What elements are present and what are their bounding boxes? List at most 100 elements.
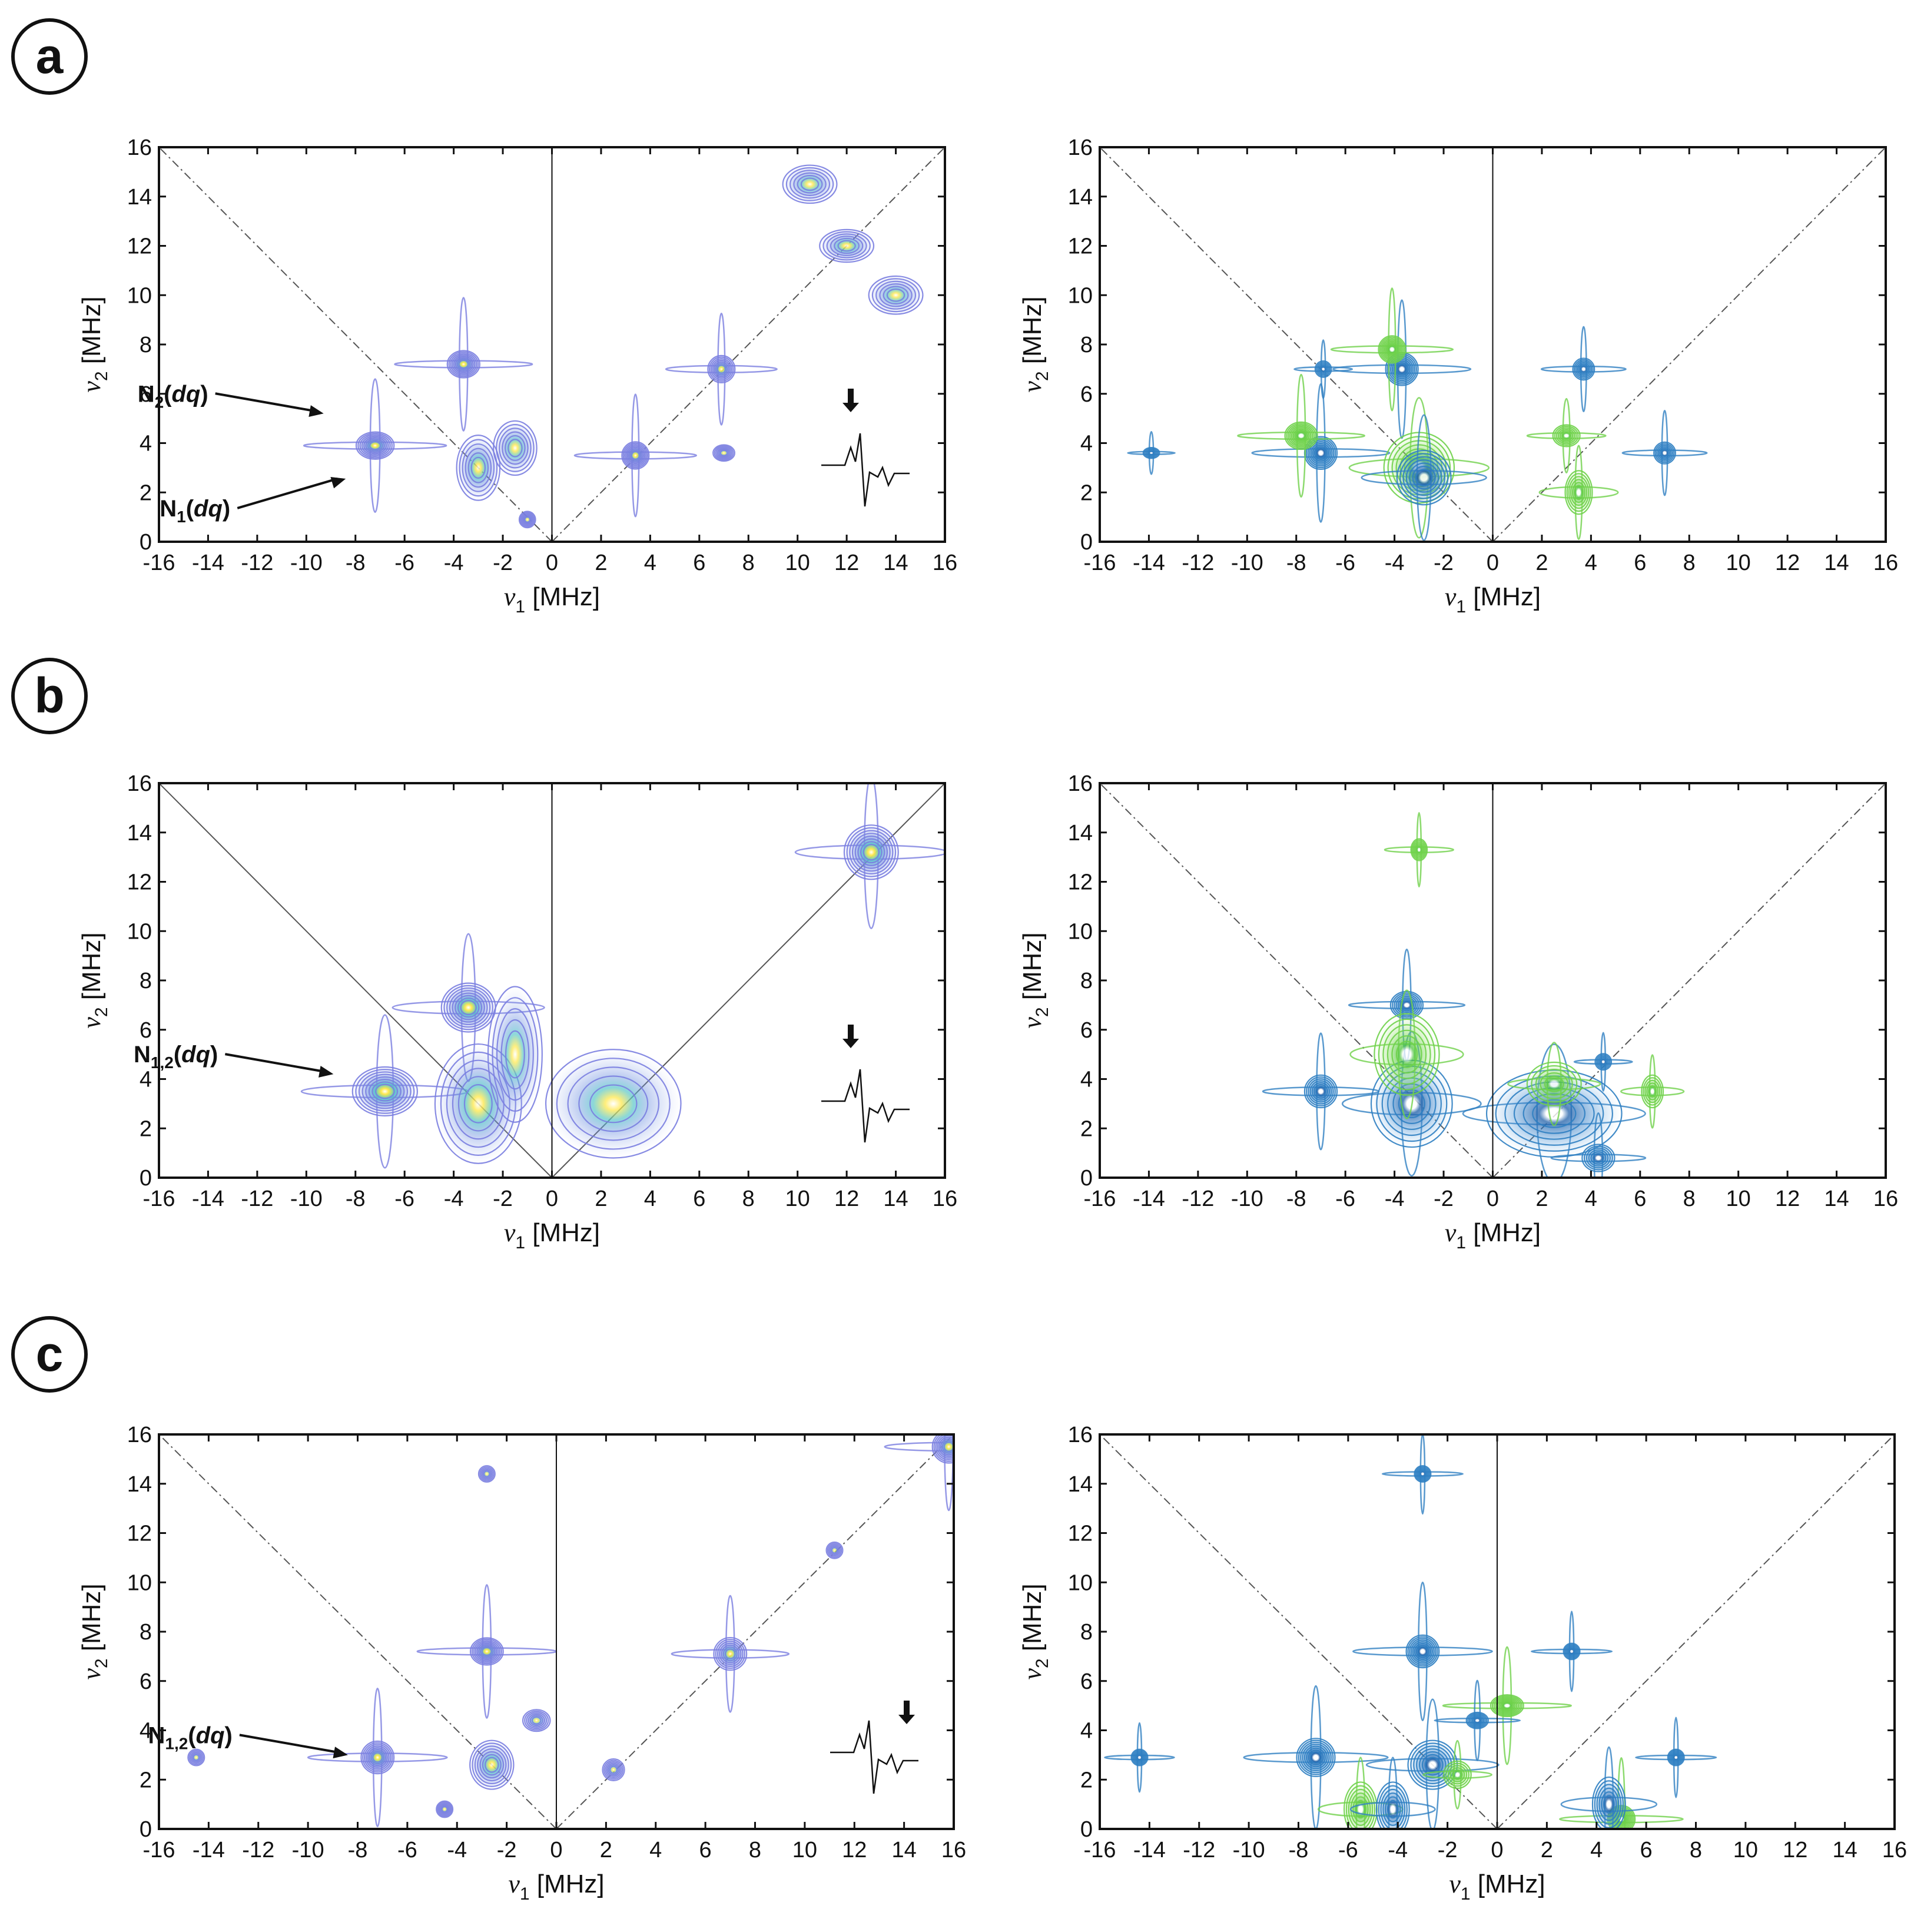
y-tick-label: 10 — [127, 1570, 152, 1595]
cross-peak — [573, 393, 698, 518]
peak-contour — [473, 1640, 501, 1663]
annotation-arrowhead — [319, 1065, 334, 1078]
x-tick-label: -14 — [1133, 1187, 1165, 1211]
annotation-italic: dq — [194, 496, 223, 522]
peak-contour — [1348, 1788, 1374, 1829]
peak-contour — [1669, 1751, 1683, 1764]
peak-contour — [1443, 1760, 1472, 1789]
peak-contour — [437, 1802, 452, 1816]
x-tick-label: -10 — [1233, 1838, 1265, 1863]
peak-contour — [716, 447, 731, 459]
x-axis-unit: [MHz] — [525, 1218, 600, 1247]
peak-contour — [375, 1083, 395, 1099]
peak-contour — [1412, 465, 1436, 490]
peak-contour — [193, 1754, 200, 1761]
annotation-arrow-line — [237, 478, 338, 509]
panel-label-text: b — [34, 668, 64, 723]
peak-contour — [1588, 1149, 1609, 1167]
x-axis-subscript: 1 — [1456, 1233, 1466, 1252]
peak-contour — [1412, 1641, 1433, 1662]
peak-contour — [520, 513, 534, 526]
peak-contour — [1315, 1086, 1326, 1097]
x-tick-label: -2 — [497, 1838, 517, 1863]
cross-peak — [1507, 1042, 1601, 1126]
peak-contour — [1567, 1647, 1576, 1656]
peak-contour — [1535, 1068, 1573, 1099]
y-axis-symbol: ν — [77, 1668, 106, 1680]
peak-contour — [1644, 1079, 1661, 1103]
y-tick-label: 2 — [1080, 1116, 1093, 1141]
peak-contour — [1560, 430, 1574, 442]
cross-peak — [671, 1595, 790, 1713]
x-tick-label: 16 — [933, 1187, 957, 1211]
peak-contour — [1385, 342, 1399, 357]
x-axis-subscript: 1 — [1461, 1884, 1471, 1904]
x-tick-label: -4 — [447, 1838, 467, 1863]
peak-fill — [546, 1049, 681, 1158]
panel-label-c: c — [11, 1316, 88, 1393]
peak-contour — [1302, 1744, 1330, 1772]
y-tick-label: 10 — [1068, 283, 1093, 308]
annotation-arrow-line — [239, 1734, 340, 1754]
peak-contour — [446, 987, 491, 1028]
y-tick-label: 12 — [1068, 234, 1093, 259]
diagonal-line — [551, 147, 945, 542]
x-axis-symbol: ν — [1445, 582, 1457, 611]
y-tick-label: 12 — [127, 870, 152, 895]
inset-arrow-head — [842, 1039, 859, 1048]
peak-contour — [715, 1639, 746, 1669]
peak-contour — [1654, 443, 1675, 463]
x-axis-unit: [MHz] — [1466, 582, 1541, 611]
peak-contour — [1288, 424, 1315, 448]
peak-contour — [1132, 1749, 1147, 1765]
peak-fill — [1374, 1013, 1439, 1095]
cross-peak — [1442, 1646, 1572, 1765]
cross-peak — [1104, 1722, 1175, 1793]
cross-peak — [1620, 1054, 1685, 1129]
peak-contour — [1309, 1751, 1322, 1764]
peak-contour — [1374, 1013, 1440, 1096]
x-tick-label: 12 — [834, 551, 859, 575]
peak-contour — [441, 1806, 448, 1812]
y-tick-label: 16 — [1068, 135, 1093, 160]
x-tick-label: 4 — [644, 551, 656, 575]
annotation-arrowhead — [333, 1747, 348, 1759]
peak-contour — [443, 985, 493, 1030]
peak-contour — [863, 844, 880, 861]
y-tick-label: 2 — [1080, 480, 1093, 505]
peak-contour — [360, 1740, 395, 1775]
peak-contour — [1673, 1754, 1680, 1761]
inset-trace — [830, 1720, 918, 1794]
x-tick-label: 6 — [693, 1187, 705, 1211]
x-tick-label: -10 — [292, 1838, 324, 1863]
peak-contour — [843, 824, 899, 880]
peak-contour — [935, 1434, 954, 1461]
peak-contour — [1395, 1040, 1418, 1068]
x-tick-label: -10 — [290, 1187, 323, 1211]
x-tick-label: -12 — [1183, 1838, 1215, 1863]
y-tick-label: 4 — [140, 1068, 152, 1092]
peak-contour — [1405, 459, 1442, 496]
annotation-sub: 1 — [177, 508, 186, 526]
annotation-main: N — [148, 1722, 165, 1748]
x-tick-label: -8 — [1289, 1838, 1309, 1863]
y-tick-label: 6 — [140, 1018, 152, 1043]
peak-contour — [715, 446, 732, 460]
peak-contour — [1382, 339, 1402, 360]
peak-contour — [1418, 1751, 1447, 1779]
x-tick-label: 4 — [1585, 551, 1597, 575]
cross-peak — [782, 164, 838, 204]
inset-arrow-head — [898, 1715, 915, 1724]
peak-contour — [868, 275, 924, 315]
peak-contour — [1471, 1716, 1483, 1725]
annotation-close: ) — [200, 381, 208, 407]
peak-contour — [851, 833, 891, 872]
x-axis-unit: [MHz] — [1466, 1218, 1541, 1247]
peak-contour — [479, 1466, 495, 1482]
peak-contour — [1298, 1739, 1334, 1775]
peak-contour — [500, 1019, 530, 1090]
peak-contour — [1379, 336, 1405, 363]
peak-contour — [1585, 1147, 1611, 1169]
peak-contour — [837, 240, 856, 252]
peak-contour — [1572, 357, 1595, 381]
